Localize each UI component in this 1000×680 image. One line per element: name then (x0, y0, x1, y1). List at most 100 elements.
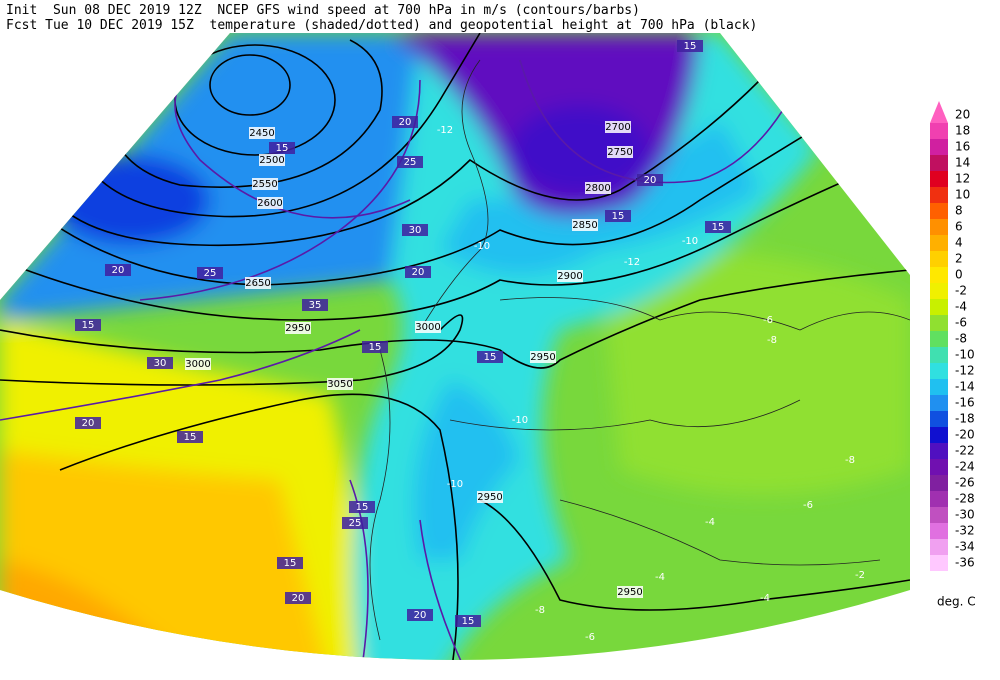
wind-label: 20 (414, 610, 427, 621)
label-box (637, 174, 663, 186)
height-contours (0, 33, 910, 660)
contour (32, 79, 761, 247)
wind-label: 30 (409, 225, 422, 236)
colorbar-swatch (930, 555, 948, 571)
colorbar-swatch (930, 251, 948, 267)
heights-label: 2700 (605, 122, 630, 133)
label-box (402, 224, 428, 236)
contour (0, 314, 464, 386)
contour (139, 79, 421, 301)
wind-label: 20 (399, 117, 412, 128)
colorbar-label: -10 (955, 348, 975, 362)
colorbar-swatch (930, 235, 948, 251)
wind-label: 25 (204, 268, 217, 279)
label-box (677, 40, 703, 52)
temperature-label: -4 (705, 517, 715, 528)
label-box (392, 116, 418, 128)
colorbar-label: -14 (955, 380, 975, 394)
colorbar-swatch (930, 123, 948, 139)
wind-label: 15 (484, 352, 497, 363)
colorbar-label: -12 (955, 364, 975, 378)
temperature-label: -12 (624, 257, 640, 268)
contour (479, 499, 910, 611)
colorbar-unit: deg. C (937, 595, 976, 609)
wind-label: 20 (112, 265, 125, 276)
colorbar-swatch (930, 507, 948, 523)
colorbar-swatch (930, 299, 948, 315)
label-box (259, 154, 285, 166)
colorbar-label: -22 (955, 444, 975, 458)
temperature-label: -2 (855, 570, 865, 581)
label-box (197, 267, 223, 279)
map-labels: 2450 2500 2550 2600 2650 2950 3000 3050 2700 2750… (75, 40, 865, 643)
wind-label: 20 (644, 175, 657, 186)
wind-label: 15 (712, 222, 725, 233)
wind-label: 15 (184, 432, 197, 443)
wind-label: 15 (356, 502, 369, 513)
label-box (249, 127, 275, 139)
label-box (75, 417, 101, 429)
wind-label: 15 (284, 558, 297, 569)
wind-label: 35 (309, 300, 322, 311)
colorbar-label: -32 (955, 524, 975, 538)
contour (209, 54, 291, 116)
colorbar-label: -26 (955, 476, 975, 490)
heights-label: 2900 (557, 271, 582, 282)
colorbar-label: -6 (955, 316, 967, 330)
colorbar: 20181614121086420-2-4-6-8-10-12-14-16-18… (930, 101, 975, 571)
temperature-label: -4 (655, 572, 665, 583)
heights-label: 2950 (617, 587, 642, 598)
heights-label: 2500 (259, 155, 284, 166)
temperature-label: -8 (535, 605, 545, 616)
label-box (342, 517, 368, 529)
colorbar-label: 18 (955, 124, 970, 138)
header-line: Fcst Tue 10 DEC 2019 15Z temperature (sh… (6, 18, 757, 33)
heights-label: 2850 (572, 220, 597, 231)
label-box (407, 609, 433, 621)
colorbar-swatch (930, 523, 948, 539)
wind-label: 25 (404, 157, 417, 168)
label-box (302, 299, 328, 311)
colorbar-label: 12 (955, 172, 970, 186)
colorbar-swatch (930, 491, 948, 507)
contour (0, 169, 871, 321)
contour (519, 59, 801, 184)
contour (0, 119, 831, 286)
shade (0, 33, 420, 320)
temperature-label: -6 (763, 315, 773, 326)
wind-label: 30 (154, 358, 167, 369)
label-box (257, 197, 283, 209)
colorbar-swatch (930, 155, 948, 171)
colorbar-label: -24 (955, 460, 975, 474)
map (0, 33, 910, 660)
border (419, 59, 489, 331)
colorbar-swatch (930, 427, 948, 443)
colorbar-swatch (930, 139, 948, 155)
label-box (277, 557, 303, 569)
label-box (605, 210, 631, 222)
colorbar-swatch (930, 539, 948, 555)
colorbar-label: 8 (955, 204, 963, 218)
label-box (177, 431, 203, 443)
label-box (147, 357, 173, 369)
label-box (705, 221, 731, 233)
label-box (75, 319, 101, 331)
temperature-label: -8 (845, 455, 855, 466)
heights-label: 2600 (257, 198, 282, 209)
colorbar-label: -18 (955, 412, 975, 426)
heights-label: 3000 (185, 359, 210, 370)
heights-label: 3000 (415, 322, 440, 333)
colorbar-label: 0 (955, 268, 963, 282)
colorbar-swatch (930, 443, 948, 459)
colorbar-swatch (930, 219, 948, 235)
label-box (285, 592, 311, 604)
temperature-label: -10 (512, 415, 528, 426)
temperature-label: -6 (585, 632, 595, 643)
wind-label: 15 (684, 41, 697, 52)
colorbar-label: 10 (955, 188, 970, 202)
colorbar-swatch (930, 315, 948, 331)
border (449, 399, 801, 431)
wind-label: 15 (612, 211, 625, 222)
colorbar-label: -20 (955, 428, 975, 442)
